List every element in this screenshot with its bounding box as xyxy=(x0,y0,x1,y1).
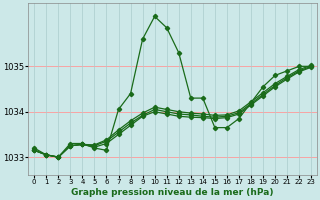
X-axis label: Graphe pression niveau de la mer (hPa): Graphe pression niveau de la mer (hPa) xyxy=(71,188,274,197)
